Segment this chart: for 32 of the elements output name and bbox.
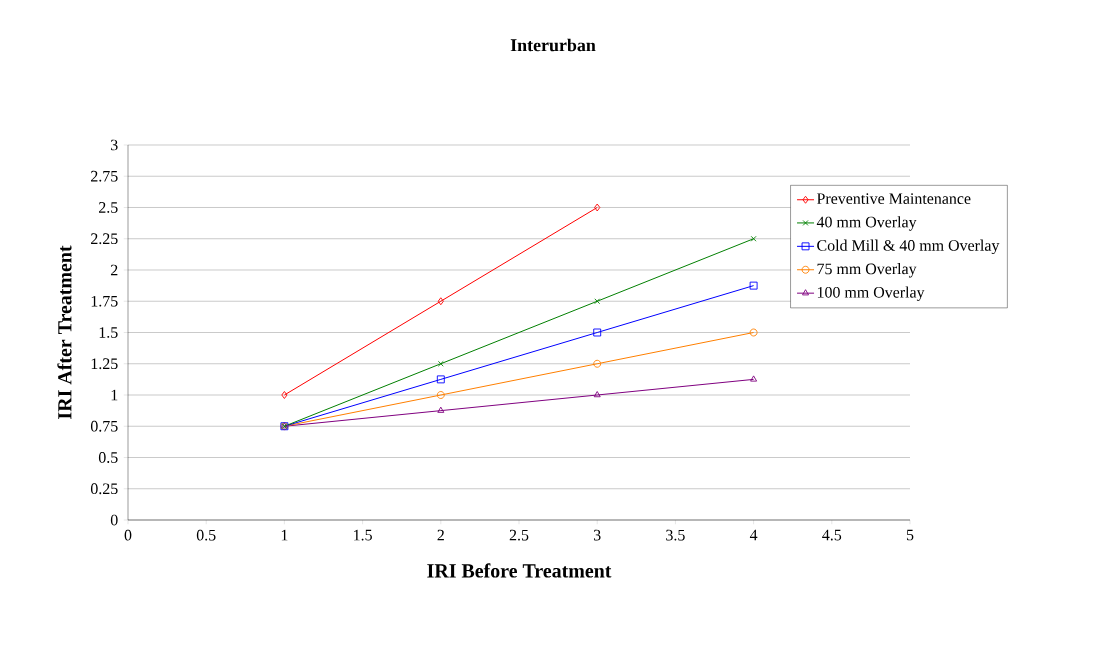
x-tick-label: 2.5	[509, 529, 529, 541]
y-tick-label: 2.25	[91, 233, 118, 245]
x-axis-title: IRI Before Treatment	[427, 563, 612, 578]
y-tick-label: 0	[110, 514, 118, 526]
x-tick-label: 0	[124, 529, 132, 541]
y-tick-label: 3	[111, 139, 118, 151]
x-tick-label: 5	[906, 529, 914, 541]
x-tick-label: 1	[281, 529, 288, 541]
x-tick-label: 1.5	[354, 529, 372, 541]
legend-label: 40 mm Overlay	[816, 216, 917, 231]
x-tick-label: 4	[749, 529, 758, 541]
x-tick-label: 4.5	[822, 529, 842, 541]
y-tick-label: 2.5	[99, 202, 118, 213]
y-tick-label: 1.75	[91, 295, 118, 307]
y-axis-title: IRI After Treatment	[57, 245, 72, 419]
chart-title: Interurban	[510, 38, 596, 52]
x-tick-label: 2	[437, 529, 444, 541]
y-tick-label: 1.25	[91, 358, 118, 370]
y-tick-label: 1.5	[99, 327, 118, 338]
y-tick-label: 0.75	[90, 420, 118, 432]
legend-label: Cold Mill & 40 mm Overlay	[817, 239, 1000, 255]
legend-label: 100 mm Overlay	[817, 286, 925, 301]
legend-label: Preventive Maintenance	[816, 193, 971, 204]
y-tick-label: 1	[111, 389, 118, 401]
y-tick-label: 0.5	[98, 452, 118, 463]
x-tick-label: 3	[593, 529, 601, 541]
y-tick-label: 2	[110, 264, 118, 276]
x-tick-label: 0.5	[196, 529, 216, 541]
y-tick-label: 0.25	[90, 483, 118, 495]
x-tick-label: 3.5	[666, 529, 685, 541]
y-tick-label: 2.75	[91, 170, 118, 182]
legend-label: 75 mm Overlay	[817, 263, 917, 278]
